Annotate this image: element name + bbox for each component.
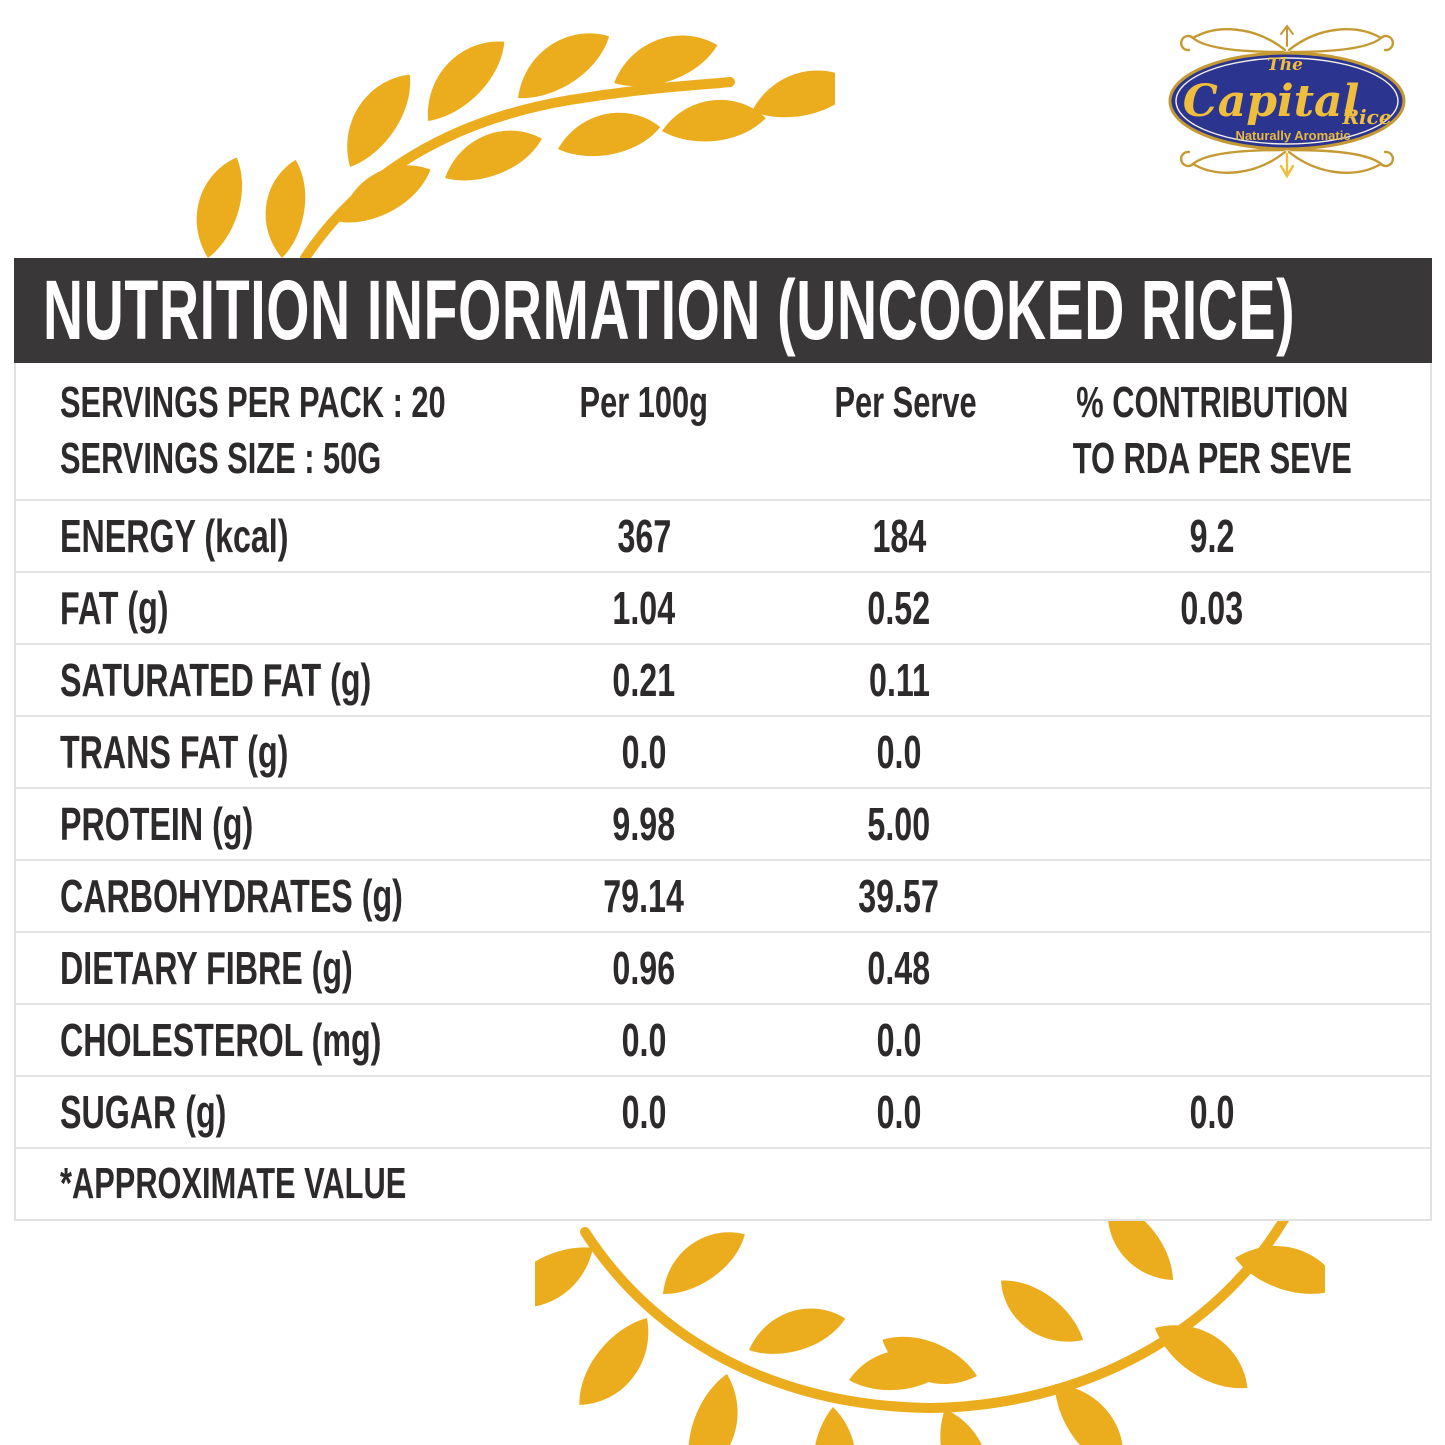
servings-info: SERVINGS PER PACK : 20 SERVINGS SIZE : 5… (16, 375, 484, 487)
logo-flourish-bottom-icon (1180, 148, 1394, 179)
value-per-100g: 0.96 (612, 942, 676, 994)
value-per-100g: 79.14 (603, 870, 685, 922)
value-per-100g: 9.98 (612, 798, 676, 850)
row-label: FAT (g) (60, 582, 169, 634)
table-row-sugar: SUGAR (g) 0.0 0.0 0.0 (16, 1077, 1430, 1149)
title-bar: NUTRITION INFORMATION (UNCOOKED RICE) (14, 258, 1432, 363)
table-row-dietary-fibre: DIETARY FIBRE (g) 0.96 0.48 (16, 933, 1430, 1005)
value-per-serve: 0.0 (876, 726, 922, 778)
value-per-serve: 39.57 (858, 870, 940, 922)
nutrition-table: SERVINGS PER PACK : 20 SERVINGS SIZE : 5… (14, 363, 1432, 1221)
table-row-energy: ENERGY (kcal) 367 184 9.2 (16, 501, 1430, 573)
table-row-trans-fat: TRANS FAT (g) 0.0 0.0 (16, 717, 1430, 789)
logo-oval (1168, 51, 1406, 151)
value-per-serve: 0.0 (876, 1086, 922, 1138)
table-row-cholesterol: CHOLESTEROL (mg) 0.0 0.0 (16, 1005, 1430, 1077)
row-label: CHOLESTEROL (mg) (60, 1014, 382, 1066)
row-label: PROTEIN (g) (60, 798, 254, 850)
row-label: SATURATED FAT (g) (60, 654, 372, 706)
value-per-100g: 0.21 (612, 654, 676, 706)
brand-logo: The Capital Rice Naturally Aromatic (1168, 24, 1406, 179)
row-label: CARBOHYDRATES (g) (60, 870, 403, 922)
value-per-100g: 0.0 (621, 726, 667, 778)
logo-word-rice: Rice (1341, 105, 1391, 129)
logo-tagline: Naturally Aromatic (1235, 128, 1350, 143)
wheat-wreath-bottom-icon (535, 1210, 1325, 1445)
table-row-carbohydrates: CARBOHYDRATES (g) 79.14 39.57 (16, 861, 1430, 933)
value-per-serve: 0.0 (876, 1014, 922, 1066)
row-label: DIETARY FIBRE (g) (60, 942, 353, 994)
logo-word-the: The (1267, 55, 1303, 75)
approximate-value-note: *APPROXIMATE VALUE (60, 1159, 407, 1208)
column-header-per-100g: Per 100g (579, 378, 709, 427)
value-rda: 0.0 (1189, 1086, 1235, 1138)
value-per-serve: 5.00 (867, 798, 931, 850)
servings-per-pack: SERVINGS PER PACK : 20 (60, 378, 446, 427)
value-per-serve: 0.11 (868, 654, 930, 706)
table-header-row: SERVINGS PER PACK : 20 SERVINGS SIZE : 5… (16, 363, 1430, 501)
value-per-serve: 0.48 (867, 942, 931, 994)
column-header-per-serve: Per Serve (834, 378, 977, 427)
value-per-100g: 1.04 (612, 582, 676, 634)
page-title: NUTRITION INFORMATION (UNCOOKED RICE) (43, 263, 1296, 357)
value-per-100g: 0.0 (621, 1086, 667, 1138)
value-rda: 0.03 (1180, 582, 1244, 634)
servings-size: SERVINGS SIZE : 50G (60, 434, 382, 483)
logo-inner-ring (1175, 57, 1399, 145)
value-per-100g: 367 (617, 510, 671, 562)
value-per-serve: 0.52 (867, 582, 931, 634)
row-label: TRANS FAT (g) (60, 726, 289, 778)
logo-word-capital: Capital (1183, 76, 1360, 127)
table-footnote-row: *APPROXIMATE VALUE (16, 1149, 1430, 1219)
table-row-protein: PROTEIN (g) 9.98 5.00 (16, 789, 1430, 861)
value-per-serve: 184 (872, 510, 926, 562)
column-header-rda: % CONTRIBUTION TO RDA PER SEVE (1072, 378, 1352, 483)
row-label: ENERGY (kcal) (60, 510, 289, 562)
value-per-100g: 0.0 (621, 1014, 667, 1066)
row-label: SUGAR (g) (60, 1086, 227, 1138)
table-row-saturated-fat: SATURATED FAT (g) 0.21 0.11 (16, 645, 1430, 717)
table-row-fat: FAT (g) 1.04 0.52 0.03 (16, 573, 1430, 645)
wheat-branch-top-icon (190, 16, 835, 258)
logo-flourish-top-icon (1180, 24, 1394, 54)
value-rda: 9.2 (1189, 510, 1235, 562)
